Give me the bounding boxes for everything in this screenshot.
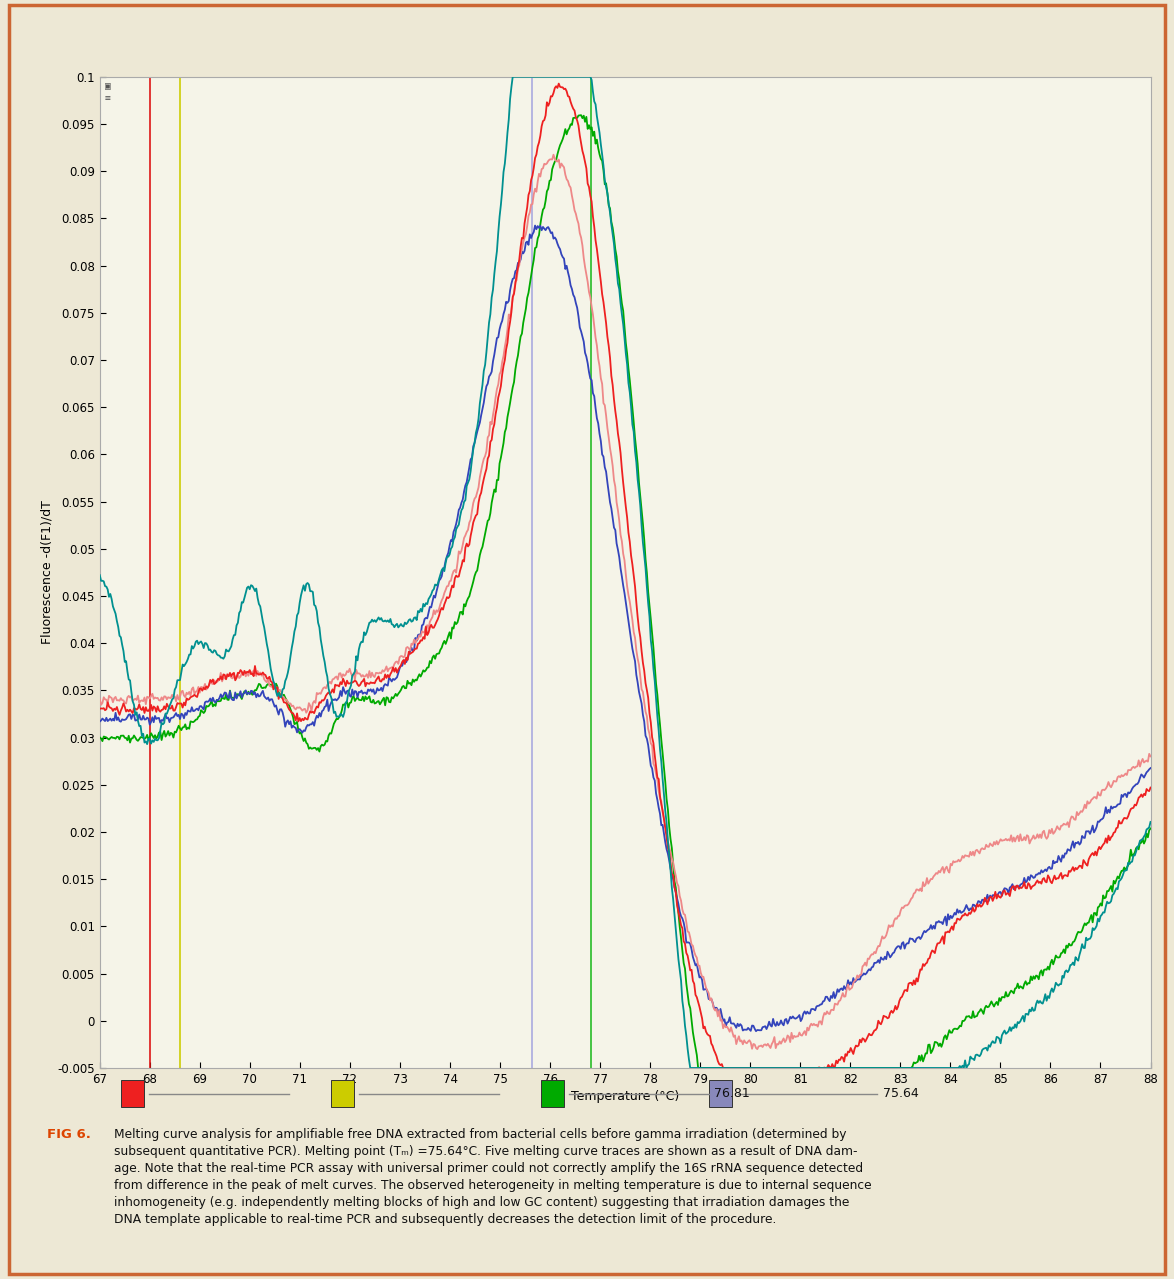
Bar [331,1081,355,1106]
Bar [121,1081,144,1106]
Text: Melting curve analysis for amplifiable free DNA extracted from bacterial cells b: Melting curve analysis for amplifiable f… [114,1128,871,1227]
X-axis label: Temperature (°C): Temperature (°C) [571,1090,680,1102]
Bar [709,1081,733,1106]
Bar [541,1081,565,1106]
Y-axis label: Fluorescence -d(F1)/dT: Fluorescence -d(F1)/dT [40,500,53,645]
Text: 76.81: 76.81 [715,1087,750,1100]
Text: 75.64: 75.64 [883,1087,918,1100]
Text: ▣
≡: ▣ ≡ [104,82,110,104]
Text: FIG 6.: FIG 6. [47,1128,90,1141]
